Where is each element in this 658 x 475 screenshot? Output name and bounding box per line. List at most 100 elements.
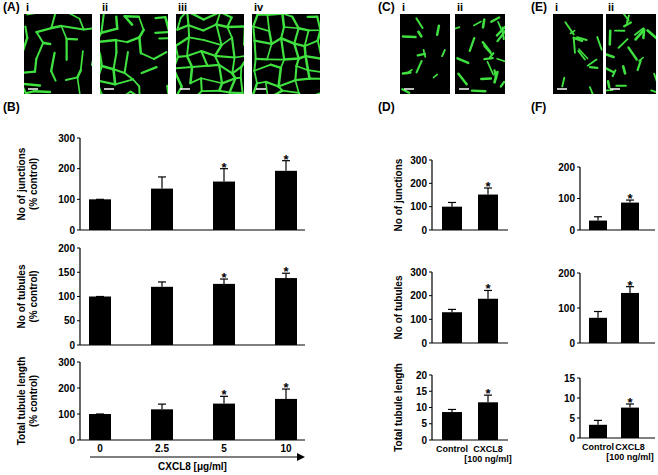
y-tick-label: 100 (58, 291, 75, 302)
error-cap (158, 404, 166, 405)
y-tick-label: 0 (421, 338, 427, 349)
figure: (A)iiiiiiiv(B)(C)iii(D)(E)iii(F)01002003… (0, 0, 658, 475)
y-tick-label: 200 (58, 163, 75, 174)
tubule (215, 45, 222, 56)
y-axis-label: No of junctions (393, 158, 404, 231)
tubule (201, 78, 222, 83)
tubule (51, 53, 54, 71)
x-tick-label: 10 (280, 443, 292, 454)
y-tick (577, 343, 580, 344)
y-tick-label: 0 (69, 225, 75, 236)
y-tick-label: 300 (410, 267, 427, 278)
bar (621, 408, 639, 438)
tubule (35, 59, 36, 72)
tubule (243, 27, 244, 44)
y-axis-label: No of junctions(% control) (16, 147, 39, 220)
scale-bar (610, 88, 620, 90)
image-label: ii (102, 1, 108, 13)
tubule (253, 15, 257, 27)
cell (590, 87, 594, 94)
cell (606, 53, 614, 57)
cell (608, 81, 609, 87)
tubule (269, 31, 271, 44)
tubule (139, 37, 140, 53)
tubule (294, 28, 298, 43)
image-background (176, 14, 244, 94)
x-tick-label: CXCL8[100 ng/ml] (464, 444, 512, 464)
bar-chart: 050100150200No of tubules(% control)** (16, 243, 305, 351)
significance-mark: * (283, 380, 289, 395)
marks (89, 389, 297, 440)
y-axis (579, 378, 580, 438)
tubule (305, 41, 318, 46)
panel-label: (C) (378, 0, 395, 14)
bar (213, 284, 235, 345)
y-tick-label: 200 (558, 268, 575, 279)
cell (577, 37, 587, 40)
tubule (299, 93, 304, 94)
image-content (562, 22, 601, 94)
tubule (187, 51, 201, 56)
image-background (100, 14, 168, 94)
image-label: ii (608, 1, 614, 13)
tubule (235, 55, 244, 57)
tubule (77, 70, 80, 77)
tubule (308, 70, 310, 79)
tubule (282, 14, 284, 27)
tubule (294, 44, 298, 59)
tubule (165, 17, 168, 32)
cell (437, 26, 439, 35)
y-tick-label: 200 (58, 243, 75, 254)
cell (608, 31, 611, 45)
y-tick (429, 343, 432, 344)
tubule (77, 77, 80, 94)
error-cap (158, 176, 166, 177)
micrograph (97, 11, 171, 100)
y-tick (429, 206, 432, 207)
tubule (295, 66, 296, 80)
scale-bar (180, 88, 190, 90)
y-tick (77, 272, 80, 273)
cell (615, 30, 624, 32)
tubule (101, 14, 104, 33)
panel-label: (E) (531, 0, 547, 14)
micrograph (252, 14, 326, 99)
scale-bar (557, 88, 567, 90)
cell (497, 59, 505, 63)
tubule (295, 80, 298, 93)
y-tick-label: 15 (564, 373, 576, 384)
tubule (308, 16, 318, 19)
tubule (227, 25, 244, 28)
image-label: i (555, 1, 558, 13)
cell (565, 22, 573, 34)
y-tick (577, 230, 580, 231)
tubule (154, 52, 166, 59)
image-background (455, 14, 505, 94)
y-tick-label: 5 (421, 418, 427, 429)
cell (457, 58, 468, 63)
bar (89, 297, 111, 346)
panel-label: (D) (378, 100, 395, 114)
y-axis-label: Total tubule length (393, 363, 404, 452)
cell (606, 66, 614, 72)
tubule (232, 38, 235, 58)
bar (89, 414, 111, 440)
cell (481, 77, 491, 80)
bar (213, 182, 235, 230)
tubule (282, 91, 298, 93)
tubule (176, 67, 192, 68)
tubule (241, 78, 243, 93)
tubule (61, 26, 66, 39)
tubule (303, 46, 306, 56)
tubule (115, 40, 118, 53)
cell (648, 30, 656, 39)
error-cap (448, 409, 456, 410)
x-axis (80, 344, 305, 345)
cell (403, 73, 410, 74)
y-tick-label: 100 (558, 303, 575, 314)
tubule (51, 14, 55, 28)
marks (442, 395, 498, 440)
y-axis (79, 138, 80, 230)
cell (638, 61, 641, 70)
tubule (306, 56, 308, 70)
